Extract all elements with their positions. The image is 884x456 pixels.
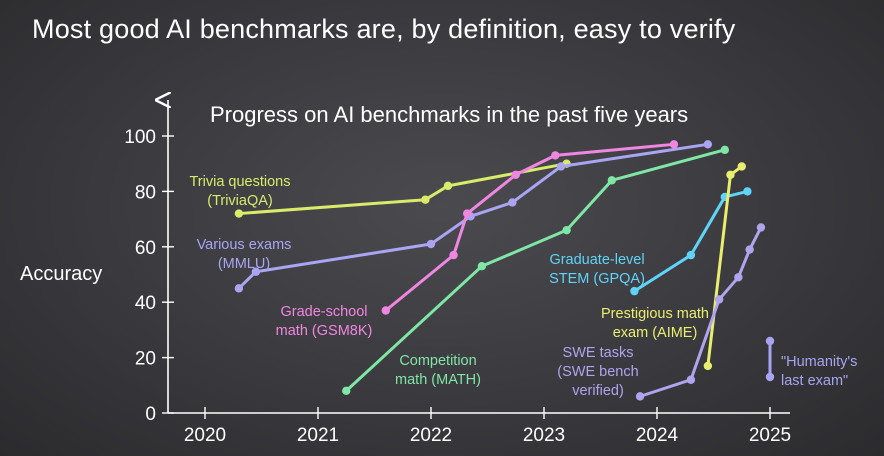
chart-title: Progress on AI benchmarks in the past fi… — [210, 102, 688, 127]
series-label: SWE tasks (SWE bench verified) — [557, 345, 638, 399]
series-label-line: Trivia questions — [189, 174, 290, 190]
data-point — [551, 151, 560, 160]
series-label-line: exam (AIME) — [613, 325, 698, 341]
data-point — [737, 162, 746, 171]
series-label: Graduate-level STEM (GPQA) — [549, 252, 645, 287]
x-tick-label: 2021 — [297, 425, 339, 446]
series-label: Prestigious math exam (AIME) — [601, 306, 709, 341]
series-label: Various exams (MMLU) — [197, 237, 292, 272]
data-point — [421, 195, 430, 204]
data-point — [743, 187, 752, 196]
series-layer — [234, 140, 775, 401]
data-point — [607, 176, 616, 185]
series-line — [237, 162, 569, 216]
data-point — [443, 181, 453, 191]
x-tick-label: 2024 — [636, 425, 679, 446]
x-tick-label: 2023 — [523, 425, 565, 446]
series-grade-school-math-gsm8k — [381, 140, 679, 315]
data-point — [630, 286, 639, 296]
series-label: Competition math (MATH) — [395, 353, 481, 388]
data-point — [703, 361, 713, 371]
y-tick-label: 60 — [135, 238, 156, 259]
data-point — [508, 198, 517, 207]
data-point — [234, 284, 244, 293]
series-label-line: Grade-school — [280, 304, 367, 320]
data-point — [726, 170, 735, 179]
series-label: "Humanity's last exam" — [781, 354, 857, 389]
series-label-line: SWE tasks — [563, 345, 634, 361]
series-various-exams-mmlu — [234, 140, 713, 293]
y-tick-label: 100 — [124, 127, 156, 148]
data-point — [381, 306, 390, 315]
series-label: Trivia questions (TriviaQA) — [189, 174, 290, 209]
x-tick-label: 2025 — [749, 425, 791, 446]
series-competition-math-math — [342, 145, 729, 396]
series-labels: Trivia questions (TriviaQA) Various exams (… — [189, 174, 857, 399]
data-point — [556, 162, 566, 171]
data-point — [686, 250, 696, 260]
y-axis-label: Accuracy — [20, 263, 102, 285]
data-point — [765, 336, 775, 346]
data-point — [669, 140, 679, 149]
series-label: Grade-school math (GSM8K) — [276, 304, 373, 339]
series-label-line: verified) — [572, 383, 624, 399]
data-point — [756, 223, 766, 232]
series-label-line: Various exams — [197, 237, 292, 253]
data-point — [745, 245, 754, 254]
data-point — [462, 209, 472, 218]
data-point — [686, 375, 696, 384]
data-point — [342, 386, 351, 396]
series-label-line: math (GSM8K) — [276, 323, 373, 339]
y-tick-label: 0 — [145, 404, 156, 425]
data-point — [562, 225, 571, 235]
y-tick-label: 20 — [135, 349, 156, 370]
series-label-line: Competition — [399, 353, 476, 369]
data-point — [703, 140, 713, 149]
data-point — [720, 145, 729, 155]
data-point — [734, 273, 743, 282]
data-point — [765, 372, 775, 382]
series-label-line: (MMLU) — [218, 256, 270, 272]
series-prestigious-math-exam-aime — [703, 162, 746, 371]
data-point — [449, 250, 458, 260]
data-point — [426, 239, 436, 249]
series-label-line: STEM (GPQA) — [549, 271, 645, 287]
series-line — [384, 142, 676, 313]
series-label-line: last exam" — [781, 373, 848, 389]
series-label-line: (SWE bench — [557, 364, 638, 380]
slide-title: Most good AI benchmarks are, by definiti… — [32, 14, 736, 44]
series-label-line: math (MATH) — [395, 372, 481, 388]
y-tick-label: 40 — [135, 293, 156, 314]
series-label-line: (TriviaQA) — [207, 193, 273, 209]
data-point — [635, 392, 645, 401]
series-swe-tasks-swe-bench-verified — [635, 223, 766, 401]
data-point — [477, 261, 487, 271]
x-tick-label: 2020 — [184, 425, 226, 446]
y-tick-label: 80 — [135, 182, 156, 203]
series-label-line: Graduate-level — [549, 252, 644, 268]
series-humanity-s-last-exam — [765, 336, 775, 382]
data-point — [251, 267, 261, 276]
series-label-line: "Humanity's — [781, 354, 857, 370]
series-line — [632, 189, 749, 293]
data-point — [234, 209, 244, 218]
x-tick-label: 2022 — [410, 425, 452, 446]
data-point — [714, 295, 724, 304]
series-label-line: Prestigious math — [601, 306, 709, 322]
series-graduate-level-stem-gpqa — [630, 187, 752, 296]
data-point — [511, 170, 520, 179]
axes: 0 20 40 60 80 100 2020 2021 2022 2023 2024 2025 — [124, 100, 791, 446]
